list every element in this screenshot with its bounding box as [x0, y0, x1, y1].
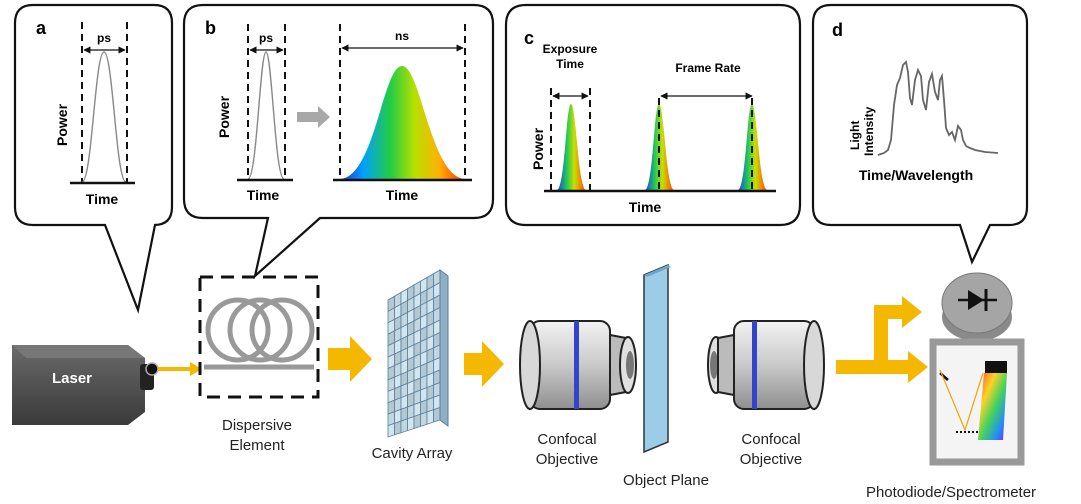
panel-d: d Light Intensity Time/Wavelength	[811, 3, 1029, 265]
y-axis-label-a: Power	[54, 103, 70, 146]
pulse-c-1	[557, 104, 586, 190]
cavity-tile	[400, 418, 408, 434]
object-plane-label: Object Plane	[623, 472, 709, 489]
x-axis-label-b-right: Time	[386, 187, 419, 203]
detector-arrow	[836, 296, 928, 383]
panel-b: b ps Power Time ns Time	[182, 3, 495, 280]
y-axis-label-d-line1: Light	[848, 121, 862, 150]
y-axis-label-b: Power	[216, 95, 232, 138]
stretched-width-label: ns	[395, 29, 409, 43]
pulse-width-label-a: ps	[97, 31, 111, 45]
cavity-side	[439, 269, 449, 427]
cavity-tile	[387, 422, 395, 438]
objective-right-label-line2: Objective	[740, 451, 803, 468]
cavity-tile	[407, 415, 415, 432]
photodiode	[941, 272, 1013, 341]
x-axis-label-a: Time	[86, 191, 119, 207]
cavity-tile	[420, 411, 428, 427]
panel-letter-b: b	[205, 18, 216, 38]
object-plane: Object Plane	[623, 263, 709, 489]
cavity-array-label: Cavity Array	[372, 445, 453, 462]
panel-a: a ps Power Time	[13, 3, 174, 314]
stretched-pulse	[341, 66, 464, 179]
arrow-to-cavity	[328, 336, 372, 382]
cavity-tile	[394, 420, 402, 436]
dispersive-element: Dispersive Element	[198, 275, 320, 454]
cavity-tile	[426, 409, 434, 425]
y-axis-label-d-line2: Intensity	[862, 106, 876, 156]
objective-right-label-line1: Confocal	[741, 431, 800, 448]
pulse-curve-a	[81, 51, 127, 183]
objective-left-label-line1: Confocal	[537, 431, 596, 448]
intensity-trace	[877, 60, 999, 156]
speech-bubble-a	[13, 3, 174, 314]
x-axis-label-d: Time/Wavelength	[859, 167, 973, 183]
confocal-objective-left: Confocal Objective	[519, 320, 637, 468]
pulse-width-label-b: ps	[259, 31, 273, 45]
speech-bubble-b	[182, 3, 495, 280]
pulse-curve-b	[247, 51, 285, 180]
dispersive-label-line2: Element	[229, 437, 285, 454]
exposure-label-line2: Time	[556, 57, 584, 71]
laser: Laser	[12, 345, 159, 425]
y-axis-label-c: Power	[530, 127, 546, 170]
x-axis-label-b-left: Time	[247, 187, 280, 203]
frame-rate-label: Frame Rate	[675, 61, 741, 75]
detector-label: Photodiode/Spectrometer	[866, 484, 1036, 501]
arrow-to-objective	[464, 341, 504, 387]
exposure-label-line1: Exposure	[543, 42, 598, 56]
speech-bubble-d	[811, 3, 1029, 265]
spectrometer	[929, 338, 1025, 466]
panel-letter-d: d	[832, 20, 843, 40]
x-axis-label-c: Time	[629, 199, 662, 215]
stretch-arrow	[297, 106, 330, 128]
cavity-tile	[413, 413, 421, 430]
panel-letter-c: c	[524, 28, 534, 48]
dispersive-label-line1: Dispersive	[222, 417, 292, 434]
confocal-objective-right: Confocal Objective	[707, 320, 825, 468]
panel-letter-a: a	[36, 18, 47, 38]
objective-left-label-line2: Objective	[536, 451, 599, 468]
cavity-tile	[433, 406, 441, 423]
cavity-array	[387, 269, 449, 438]
laser-label: Laser	[52, 370, 92, 387]
panel-c: c Exposure Time Frame Rate Power Time	[504, 3, 802, 227]
